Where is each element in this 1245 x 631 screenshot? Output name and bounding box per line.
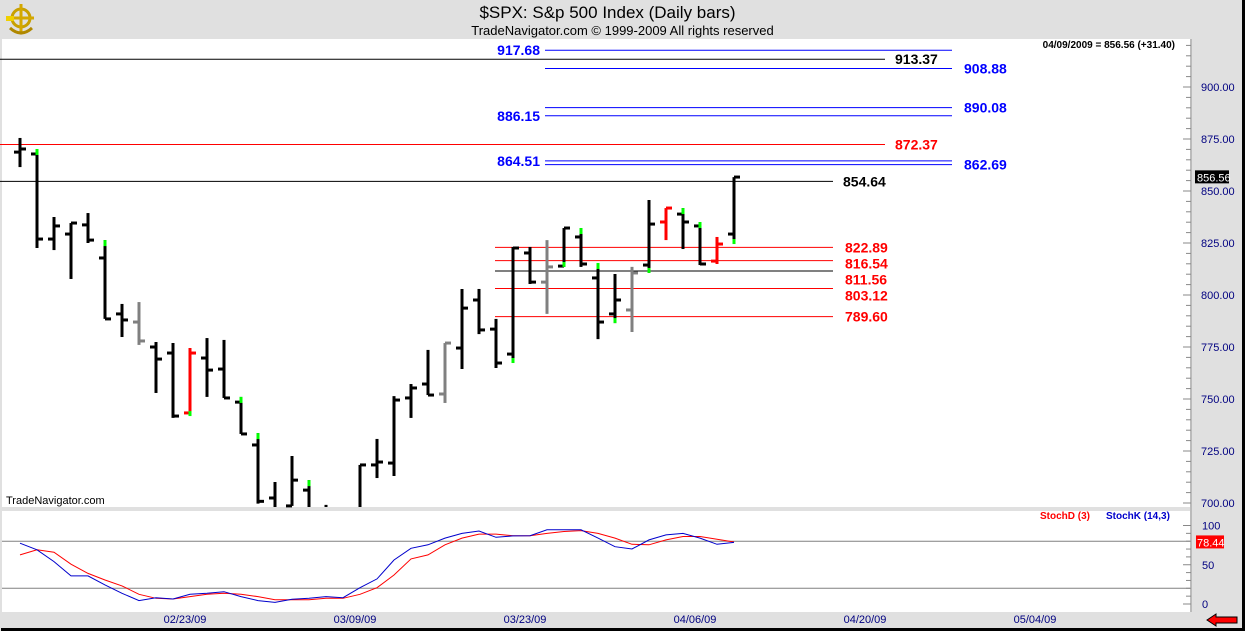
price-tick-label: 875.00 <box>1201 134 1235 146</box>
price-bar <box>31 148 43 248</box>
price-bar <box>439 341 451 403</box>
date-axis: 02/23/09 03/09/09 03/23/09 04/06/09 04/20/09… <box>164 614 1057 626</box>
level-label: 913.37 <box>895 51 938 67</box>
price-panel[interactable] <box>2 39 1190 507</box>
price-bar <box>167 343 179 418</box>
stoch-last-badge <box>1196 535 1224 549</box>
date-tick-label: 03/23/09 <box>504 614 547 626</box>
level-label: 864.51 <box>497 153 540 169</box>
price-bar <box>201 338 213 397</box>
price-bar <box>269 481 277 507</box>
price-bar <box>473 288 485 335</box>
price-bar <box>609 273 621 324</box>
price-tick-label: 800.00 <box>1201 290 1235 302</box>
price-bar <box>541 240 553 314</box>
price-bar <box>592 262 604 340</box>
price-bars <box>14 137 740 508</box>
date-tick-label: 03/09/09 <box>334 614 377 626</box>
price-bar <box>388 396 400 476</box>
price-bar <box>728 175 740 245</box>
price-bar <box>422 349 434 397</box>
legend-stochd: StochD (3) <box>1040 511 1090 522</box>
price-axis: 900.00 875.00 850.00 825.00 800.00 775.00 750.… <box>1183 44 1235 510</box>
last-quote: 04/09/2009 = 856.56 (+31.40) <box>1043 40 1175 51</box>
date-tick-label: 04/06/09 <box>674 614 717 626</box>
last-price-label: 856.56 <box>1197 172 1231 184</box>
red-left-arrow-icon[interactable] <box>1206 613 1238 627</box>
price-bar <box>524 246 536 284</box>
price-bar <box>643 199 655 273</box>
price-bar <box>150 342 162 393</box>
date-tick-label: 04/20/09 <box>844 614 887 626</box>
price-tick-label: 825.00 <box>1201 238 1235 250</box>
last-price-badge <box>1195 170 1229 184</box>
price-bar <box>371 438 383 479</box>
price-bar <box>558 226 570 268</box>
price-bar <box>405 384 417 418</box>
level-label: 854.64 <box>843 173 886 189</box>
bottom-border <box>1 628 1245 631</box>
price-bar <box>358 463 366 507</box>
price-tick-label: 775.00 <box>1201 342 1235 354</box>
price-bar <box>99 240 111 321</box>
price-tick-label: 700.00 <box>1201 498 1235 510</box>
stochastic-lines <box>2 529 1190 603</box>
price-bar <box>65 221 77 279</box>
price-bar <box>711 236 723 265</box>
price-bar <box>626 266 638 333</box>
stoch-tick-label: 100 <box>1202 521 1220 533</box>
level-label: 886.15 <box>497 108 540 124</box>
price-bar <box>14 137 26 168</box>
level-label: 872.37 <box>895 137 938 153</box>
stochastic-axis: 100 50 0 78.44 <box>1183 521 1225 611</box>
price-bar <box>48 217 60 251</box>
stoch-last-label: 78.44 <box>1197 537 1225 549</box>
price-bar <box>694 221 706 266</box>
level-label: 890.08 <box>964 100 1007 116</box>
price-bar <box>252 433 264 504</box>
price-bar <box>575 228 587 267</box>
price-tick-label: 725.00 <box>1201 446 1235 458</box>
copyright-subtitle: TradeNavigator.com © 1999-2009 All right… <box>471 23 774 38</box>
level-label: 822.89 <box>845 239 888 255</box>
date-tick-label: 02/23/09 <box>164 614 207 626</box>
price-bar <box>116 303 128 338</box>
watermark: TradeNavigator.com <box>6 495 105 507</box>
price-bar <box>286 455 298 508</box>
price-bar <box>303 480 311 507</box>
stoch-tick-label: 0 <box>1202 599 1208 611</box>
stochk-line <box>19 529 735 603</box>
level-label: 862.69 <box>964 157 1007 173</box>
ship-wheel-anchor-icon <box>6 4 34 35</box>
price-bar <box>456 288 468 370</box>
level-label: 908.88 <box>964 61 1007 77</box>
stochd-line <box>19 530 735 601</box>
level-label: 816.54 <box>845 255 888 271</box>
stoch-tick-label: 50 <box>1202 560 1214 572</box>
price-bar <box>507 246 519 364</box>
level-label: 811.56 <box>845 271 887 287</box>
price-bar <box>660 206 672 241</box>
level-label: 917.68 <box>497 42 540 58</box>
price-tick-label: 900.00 <box>1201 82 1235 94</box>
price-bar <box>235 396 247 436</box>
chart-title: $SPX: S&p 500 Index (Daily bars) <box>479 3 736 22</box>
price-bar <box>218 339 230 400</box>
right-border <box>1242 0 1245 631</box>
level-label: 803.12 <box>845 287 888 303</box>
price-levels: 917.68 913.37 908.88 890.08 886.15 872.37 864.… <box>0 42 1007 325</box>
price-bar <box>133 302 145 345</box>
price-tick-label: 750.00 <box>1201 394 1235 406</box>
level-label: 789.60 <box>845 309 888 325</box>
price-bar <box>677 208 689 250</box>
date-tick-label: 05/04/09 <box>1014 614 1057 626</box>
legend-stochk: StochK (14,3) <box>1106 511 1170 522</box>
price-bar <box>184 348 196 417</box>
price-bar <box>490 318 502 369</box>
price-tick-label: 850.00 <box>1201 186 1235 198</box>
price-bar <box>82 213 94 243</box>
